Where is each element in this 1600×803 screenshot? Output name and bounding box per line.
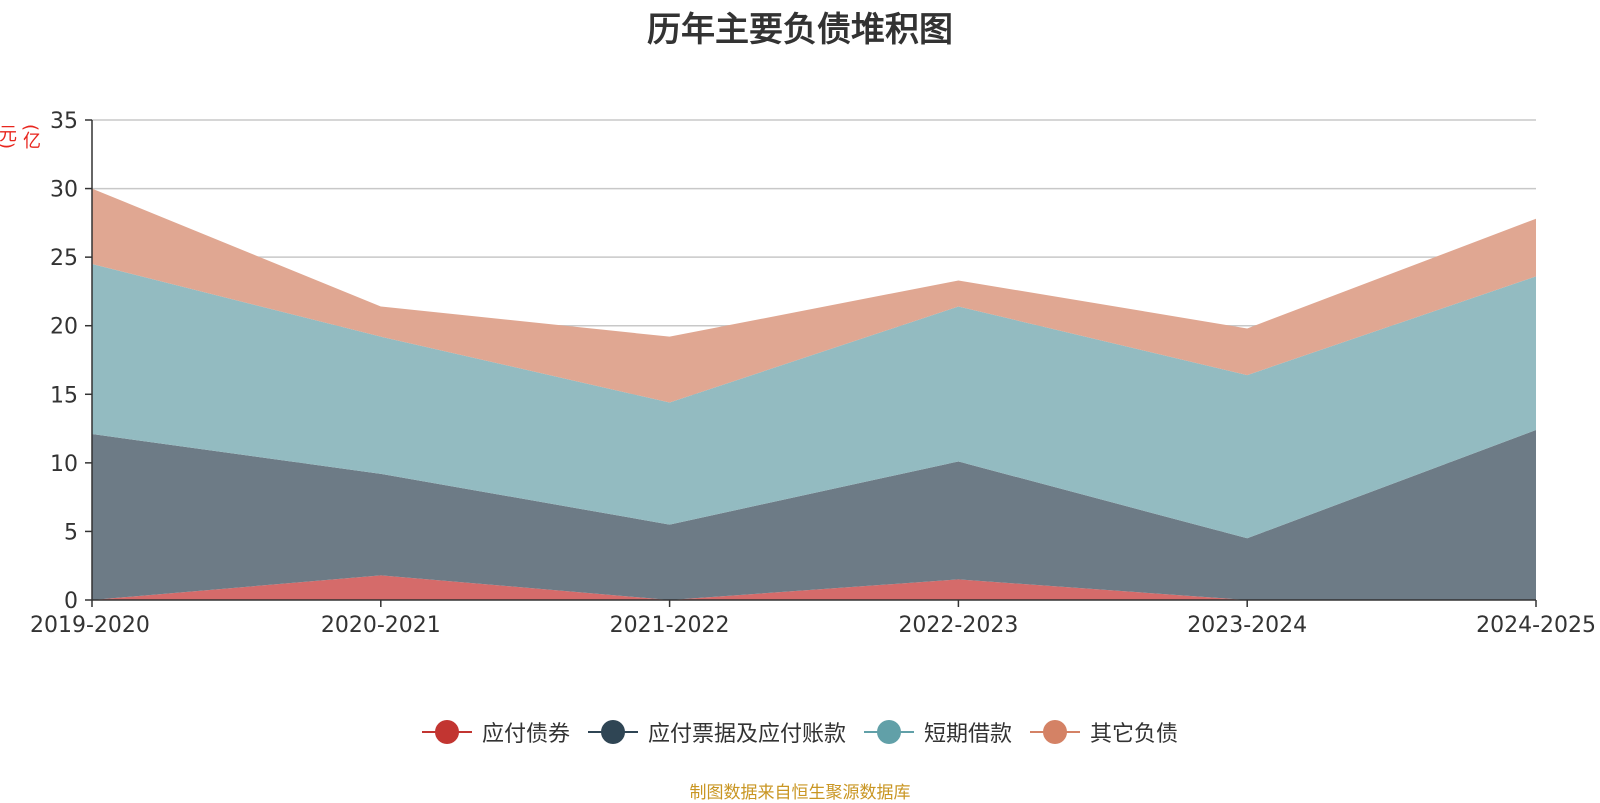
x-tick-label: 2024-2025 — [1476, 613, 1596, 638]
legend-item[interactable]: 其它负债 — [1030, 716, 1178, 748]
legend-label: 其它负债 — [1090, 722, 1179, 747]
y-tick-label: 5 — [64, 520, 78, 545]
legend-label: 应付票据及应付账款 — [647, 722, 846, 747]
legend-swatch — [864, 720, 914, 744]
area-series-2 — [92, 264, 1536, 539]
x-tick-label: 2022-2023 — [898, 613, 1018, 638]
x-tick-label: 2021-2022 — [610, 613, 730, 638]
x-tick-label: 2020-2021 — [321, 613, 441, 638]
legend-label: 应付债券 — [481, 722, 570, 747]
legend-swatch — [1030, 720, 1081, 744]
legend-swatch — [587, 720, 638, 744]
y-axis-unit-label: (亿元) — [0, 124, 41, 150]
chart-title: 历年主要负债堆积图 — [647, 10, 953, 50]
legend: 应付债券 应付票据及应付账款 短期借款 其它负债 — [0, 716, 1600, 748]
y-tick-label: 15 — [50, 383, 78, 408]
legend-swatch-dot — [600, 720, 625, 744]
y-tick-label: 10 — [50, 452, 78, 477]
x-tick-label: 2023-2024 — [1187, 613, 1307, 638]
area-series-3 — [92, 188, 1536, 403]
axes: 0 5 10 15 20 25 30 35 2019-2020 2020-2021 2021-202… — [30, 109, 1596, 638]
area-series — [92, 188, 1536, 600]
legend-label: 短期借款 — [924, 722, 1013, 747]
legend-swatch-dot — [434, 720, 459, 744]
area-series-0 — [92, 575, 1536, 600]
legend-item[interactable]: 应付票据及应付账款 — [587, 716, 846, 748]
y-tick-label: 35 — [50, 109, 78, 134]
y-tick-label: 0 — [64, 589, 78, 614]
source-note: 制图数据来自恒生聚源数据库 — [689, 783, 911, 803]
y-tick-label: 30 — [50, 178, 78, 203]
y-tick-label: 25 — [50, 246, 78, 271]
y-tick-label: 20 — [50, 315, 78, 340]
legend-item[interactable]: 短期借款 — [864, 716, 1012, 748]
legend-swatch — [421, 720, 472, 744]
area-series-1 — [92, 429, 1536, 600]
x-tick-label: 2019-2020 — [30, 613, 150, 638]
legend-item[interactable]: 应付债券 — [421, 716, 570, 748]
legend-swatch-dot — [877, 720, 901, 744]
legend-swatch-dot — [1043, 720, 1068, 744]
